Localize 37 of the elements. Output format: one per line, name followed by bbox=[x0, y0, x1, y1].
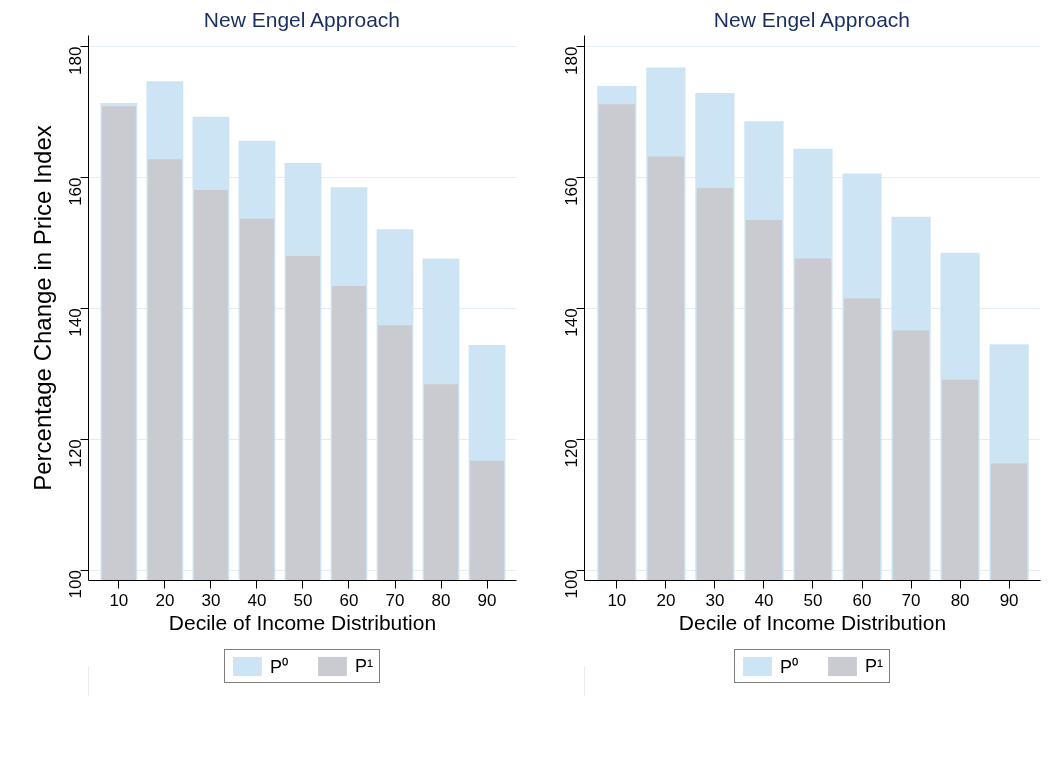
y-tick-label: 120 bbox=[562, 439, 582, 468]
y-tick-label: 180 bbox=[562, 46, 582, 75]
x-axis-title: Decile of Income Distribution bbox=[168, 610, 437, 634]
chart-title: New Engel Approach bbox=[713, 7, 910, 31]
legend-label: P¹ bbox=[865, 655, 884, 677]
legend-label: P⁰ bbox=[270, 656, 289, 678]
x-tick-label: 80 bbox=[431, 590, 451, 610]
y-tick-label: 100 bbox=[66, 570, 86, 599]
x-axis-title: Decile of Income Distribution bbox=[678, 610, 947, 634]
x-tick-label: 10 bbox=[109, 590, 129, 610]
y-tick-label: 140 bbox=[562, 308, 582, 337]
x-tick-label: 50 bbox=[803, 590, 823, 610]
x-tick-label: 20 bbox=[656, 590, 676, 610]
x-tick-label: 80 bbox=[950, 590, 970, 610]
x-tick-label: 30 bbox=[705, 590, 725, 610]
x-tick-label: 40 bbox=[754, 590, 774, 610]
y-tick-label: 120 bbox=[66, 439, 86, 468]
x-tick-label: 90 bbox=[999, 590, 1019, 610]
legend-label: P⁰ bbox=[780, 656, 799, 678]
x-tick-label: 20 bbox=[155, 590, 175, 610]
y-tick-label: 140 bbox=[66, 308, 86, 337]
x-tick-label: 70 bbox=[385, 590, 405, 610]
x-tick-label: 70 bbox=[901, 590, 921, 610]
chart-title: New Engel Approach bbox=[203, 7, 400, 31]
y-tick-label: 160 bbox=[66, 177, 86, 206]
x-tick-label: 40 bbox=[247, 590, 267, 610]
x-tick-label: 60 bbox=[339, 590, 359, 610]
x-tick-label: 90 bbox=[477, 590, 497, 610]
y-tick-label: 180 bbox=[66, 46, 86, 75]
y-tick-label: 100 bbox=[562, 570, 582, 599]
x-tick-label: 60 bbox=[852, 590, 872, 610]
x-tick-label: 50 bbox=[293, 590, 313, 610]
x-tick-label: 10 bbox=[607, 590, 627, 610]
x-tick-label: 30 bbox=[201, 590, 221, 610]
legend-label: P¹ bbox=[355, 655, 374, 677]
y-axis-title: Percentage Change in Price Index bbox=[28, 125, 56, 491]
y-tick-label: 160 bbox=[562, 177, 582, 206]
